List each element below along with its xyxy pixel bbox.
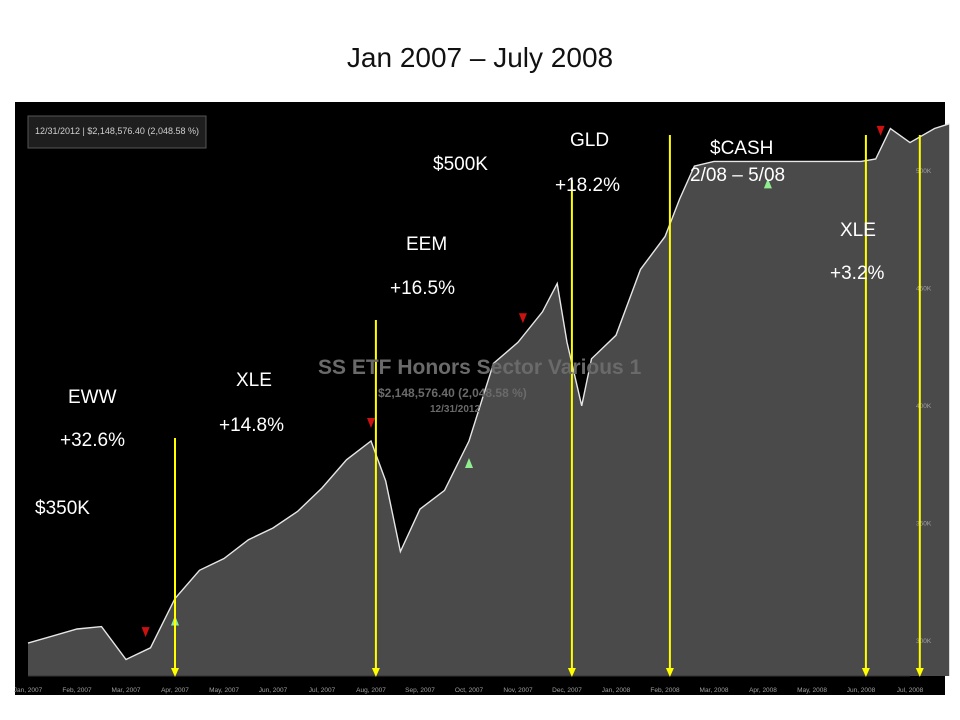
x-tick-label: Jun, 2007 [259,687,288,694]
xle-first-return-label: +14.8% [219,415,284,436]
eem-label: EEM [406,234,448,255]
buy-marker [465,458,473,468]
y-tick-label: 450K [916,285,932,292]
start-value-label: $350K [35,498,90,519]
x-tick-label: Jan, 2008 [602,687,631,694]
yellow-arrow-head [915,668,924,677]
x-tick-label: Jun, 2008 [847,687,876,694]
x-tick-label: Feb, 2007 [62,687,92,694]
x-tick-label: Jul, 2007 [309,687,336,694]
x-tick-label: Sep, 2007 [405,687,435,694]
sell-marker [876,125,885,136]
buy-marker [763,178,772,189]
header-box-text: 12/31/2012 | $2,148,576.40 (2,048.58 %) [35,126,199,136]
x-tick-label: Mar, 2008 [700,687,729,694]
x-tick-label: Aug, 2007 [356,687,386,694]
x-tick-label: Oct, 2007 [455,687,484,694]
x-tick-label: Dec, 2007 [552,687,582,694]
x-tick-label: Mar, 2007 [112,687,141,694]
header-box [27,115,207,149]
xle-first-label: XLE [236,370,272,391]
watermark-date: 12/31/2012 [430,404,480,415]
xle-second-label: XLE [840,220,876,241]
x-tick-label: Apr, 2007 [161,687,189,694]
xle-second-return-label: +3.2% [830,263,885,284]
cash-period-label: 2/08 – 5/08 [690,165,786,186]
y-tick-label: 350K [916,520,932,527]
yellow-arrow-head [861,668,870,677]
equity-line [27,123,950,661]
x-tick-label: Feb, 2008 [650,687,680,694]
y-tick-label: 500K [916,168,932,175]
eww-label: EWW [68,387,117,408]
y-tick-label: 300K [916,638,932,645]
y-tick-label: 400K [916,403,932,410]
yellow-arrow-head [665,668,674,677]
cash-label: $CASH [710,138,774,159]
x-tick-label: May, 2007 [209,687,239,694]
eem-return-label: +16.5% [390,278,455,299]
yellow-arrow-head [567,668,576,677]
x-tick-label: May, 2008 [797,687,827,694]
mid-value-label: $500K [433,154,488,175]
equity-area [28,123,950,677]
watermark-value: $2,148,576.40 (2,048.58 %) [378,386,527,400]
x-tick-label: Jul, 2008 [897,687,924,694]
slide-title: Jan 2007 – July 2008 [346,42,614,73]
watermark-name: SS ETF Honors Sector Various 1 [318,356,642,379]
yellow-arrow-head [371,668,380,677]
x-tick-label: Jan, 2007 [14,687,43,694]
eww-return-label: +32.6% [60,430,125,451]
sell-marker [141,627,150,638]
sell-marker [367,418,375,428]
gld-return-label: +18.2% [555,175,620,196]
sell-marker [518,313,527,324]
gld-label: GLD [570,130,610,151]
yellow-arrow-head [171,668,179,677]
x-tick-label: Apr, 2008 [749,687,777,694]
x-tick-label: Nov, 2007 [503,687,533,694]
